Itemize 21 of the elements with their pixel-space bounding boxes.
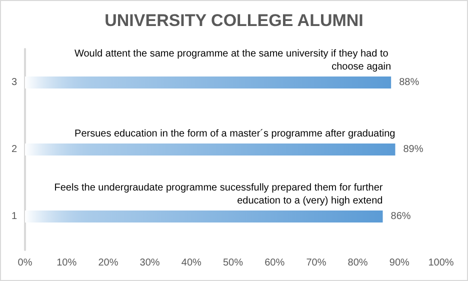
data-label: 88%	[399, 77, 420, 88]
annotation: Persues education in the form of a master´s programme after graduating	[74, 128, 396, 140]
y-tick-label: 1	[11, 211, 18, 222]
y-tick-label: 2	[11, 144, 18, 155]
annotation: Would attent the same programme at the same university if they had to choose again	[74, 48, 392, 72]
x-tick-label: 0%	[18, 258, 32, 268]
x-tick-label: 50%	[222, 258, 244, 268]
data-label: 89%	[403, 144, 424, 155]
x-tick-label: 80%	[348, 258, 368, 268]
x-tick-label: 60%	[264, 258, 285, 268]
x-tick-label: 20%	[98, 258, 118, 268]
annotation: Feels the undergraudate programme sucessfully prepared them for further education to a (very) high extend	[54, 182, 384, 206]
x-tick-label: 70%	[306, 258, 326, 268]
data-label: 86%	[390, 211, 411, 222]
x-tick-label: 90%	[389, 258, 410, 268]
x-tick-label: 100%	[428, 258, 454, 268]
x-tick-label: 10%	[56, 258, 77, 268]
x-tick-label: 40%	[181, 258, 202, 268]
x-tick-label: 30%	[140, 258, 160, 268]
chart-title: UNIVERSITY COLLEGE ALUMNI	[104, 11, 364, 30]
y-tick-label: 3	[11, 77, 18, 88]
